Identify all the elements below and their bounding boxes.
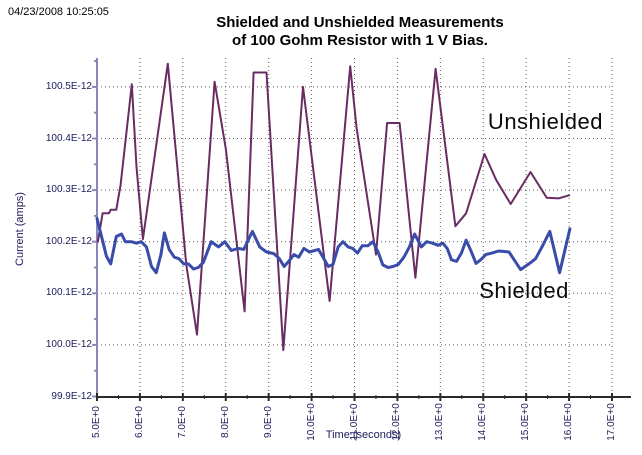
annotation-shielded: Shielded: [479, 278, 569, 304]
y-tick-label: 99.9E-12: [51, 390, 92, 402]
y-tick-label: 100.4E-12: [45, 132, 92, 144]
y-tick-label: 100.2E-12: [45, 235, 92, 247]
y-tick-label: 100.1E-12: [45, 287, 92, 299]
unshielded-series-line: [96, 62, 571, 352]
chart-title-line1: Shielded and Unshielded Measurements: [216, 14, 504, 31]
shielded-series-line: [95, 217, 572, 275]
y-tick-label: 100.0E-12: [45, 338, 92, 350]
annotation-unshielded: Unshielded: [487, 108, 604, 134]
chart-title-line2: of 100 Gohm Resistor with 1 V Bias.: [232, 32, 488, 49]
x-axis-title: Time (seconds): [325, 429, 402, 441]
y-tick-label: 100.5E-12: [45, 80, 92, 92]
timestamp: 04/23/2008 10:25:05: [8, 6, 109, 18]
y-tick-label: 100.3E-12: [45, 184, 92, 196]
y-axis-title: Current (amps): [14, 192, 26, 266]
